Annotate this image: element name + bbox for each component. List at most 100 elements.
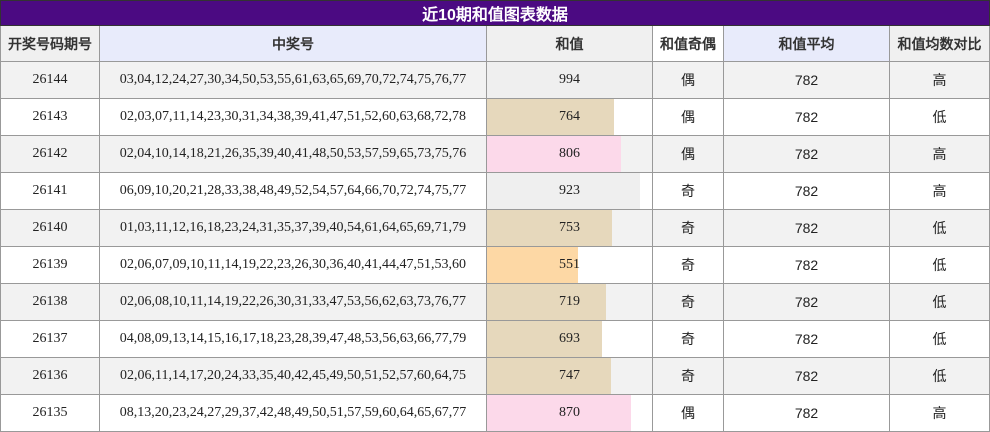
sum-bar: [487, 247, 579, 283]
table-cell: 782: [724, 321, 890, 358]
table-cell: 偶: [653, 395, 724, 432]
table-cell: 偶: [653, 136, 724, 173]
table-cell: 偶: [653, 62, 724, 99]
cell-text: 719: [559, 294, 580, 309]
cell-text: 02,06,07,09,10,11,14,19,22,23,26,30,36,4…: [120, 257, 466, 272]
cell-text: 26137: [32, 331, 68, 346]
table-cell: 02,06,11,14,17,20,24,33,35,40,42,45,49,5…: [100, 358, 487, 395]
table-cell: 26136: [0, 358, 100, 395]
table-cell: 26142: [0, 136, 100, 173]
header-cell: 开奖号码期号: [0, 26, 100, 62]
table-cell: 26137: [0, 321, 100, 358]
cell-text: 02,06,08,10,11,14,19,22,26,30,31,33,47,5…: [120, 294, 466, 309]
sum-bar: [487, 62, 652, 98]
table-cell: 782: [724, 62, 890, 99]
cell-text: 偶: [681, 109, 695, 125]
cell-text: 782: [794, 257, 819, 273]
cell-text: 26143: [32, 109, 68, 124]
cell-text: 奇: [681, 368, 695, 384]
table-cell: 782: [724, 210, 890, 247]
sum-bar: [487, 358, 611, 394]
cell-text: 低: [932, 368, 947, 384]
table-cell: 奇: [653, 247, 724, 284]
cell-text: 26141: [32, 183, 68, 198]
cell-text: 26138: [32, 294, 68, 309]
table-cell: 782: [724, 358, 890, 395]
cell-text: 551: [559, 257, 580, 272]
cell-text: 高: [932, 405, 947, 421]
header-cell: 和值平均: [724, 26, 890, 62]
table-cell: 747: [487, 358, 653, 395]
table-cell: 偶: [653, 99, 724, 136]
cell-text: 02,04,10,14,18,21,26,35,39,40,41,48,50,5…: [119, 146, 467, 161]
table-cell: 764: [487, 99, 653, 136]
header-text: 和值均数对比: [897, 35, 982, 52]
table-cell: 低: [890, 247, 990, 284]
cell-text: 782: [794, 146, 819, 162]
table-cell: 03,04,12,24,27,30,34,50,53,55,61,63,65,6…: [100, 62, 487, 99]
header-text: 和值平均: [778, 35, 835, 52]
cell-text: 753: [559, 220, 580, 235]
table-cell: 782: [724, 99, 890, 136]
cell-text: 870: [559, 405, 580, 420]
sum-bar: [487, 173, 641, 209]
table-cell: 01,03,11,12,16,18,23,24,31,35,37,39,40,5…: [100, 210, 487, 247]
table-cell: 26140: [0, 210, 100, 247]
table-cell: 低: [890, 99, 990, 136]
table-cell: 奇: [653, 358, 724, 395]
header-cell: 和值: [487, 26, 653, 62]
table-cell: 08,13,20,23,24,27,29,37,42,48,49,50,51,5…: [100, 395, 487, 432]
table-cell: 高: [890, 173, 990, 210]
cell-text: 782: [794, 331, 819, 347]
cell-text: 奇: [681, 257, 695, 273]
cell-text: 782: [794, 294, 819, 310]
table-cell: 26139: [0, 247, 100, 284]
header-cell: 中奖号: [100, 26, 487, 62]
cell-text: 04,08,09,13,14,15,16,17,18,23,28,39,47,4…: [119, 331, 467, 346]
cell-text: 26139: [32, 257, 68, 272]
table-cell: 26135: [0, 395, 100, 432]
table-cell: 奇: [653, 173, 724, 210]
cell-text: 693: [559, 331, 580, 346]
sum-bar: [487, 210, 612, 246]
cell-text: 02,06,11,14,17,20,24,33,35,40,42,45,49,5…: [120, 368, 466, 383]
cell-text: 偶: [681, 146, 695, 162]
cell-text: 高: [932, 183, 947, 199]
sum-bar: [487, 284, 607, 320]
table-cell: 693: [487, 321, 653, 358]
table-cell: 782: [724, 136, 890, 173]
cell-text: 低: [932, 109, 947, 125]
header-cell: 和值奇偶: [653, 26, 724, 62]
cell-text: 奇: [681, 294, 695, 310]
table-cell: 高: [890, 62, 990, 99]
cell-text: 低: [932, 257, 947, 273]
cell-text: 偶: [681, 405, 695, 421]
cell-text: 782: [794, 72, 819, 88]
table-cell: 26138: [0, 284, 100, 321]
table-cell: 753: [487, 210, 653, 247]
table-cell: 高: [890, 395, 990, 432]
sum-bar: [487, 321, 603, 357]
header-text: 开奖号码期号: [8, 35, 92, 52]
cell-text: 低: [932, 220, 947, 236]
table-cell: 低: [890, 358, 990, 395]
table-title: 近10期和值图表数据: [0, 0, 990, 26]
cell-text: 26136: [32, 368, 68, 383]
table-cell: 低: [890, 210, 990, 247]
table-cell: 551: [487, 247, 653, 284]
header-text: 和值: [555, 35, 584, 52]
cell-text: 26140: [32, 220, 68, 235]
table-cell: 06,09,10,20,21,28,33,38,48,49,52,54,57,6…: [100, 173, 487, 210]
header-text: 和值奇偶: [660, 35, 716, 52]
table-cell: 高: [890, 136, 990, 173]
table-cell: 02,03,07,11,14,23,30,31,34,38,39,41,47,5…: [100, 99, 487, 136]
cell-text: 奇: [681, 183, 695, 199]
table-cell: 26141: [0, 173, 100, 210]
sum-bar: [487, 136, 621, 172]
cell-text: 782: [794, 183, 819, 199]
cell-text: 02,03,07,11,14,23,30,31,34,38,39,41,47,5…: [120, 109, 466, 124]
table-cell: 26144: [0, 62, 100, 99]
table-cell: 923: [487, 173, 653, 210]
table-cell: 奇: [653, 284, 724, 321]
